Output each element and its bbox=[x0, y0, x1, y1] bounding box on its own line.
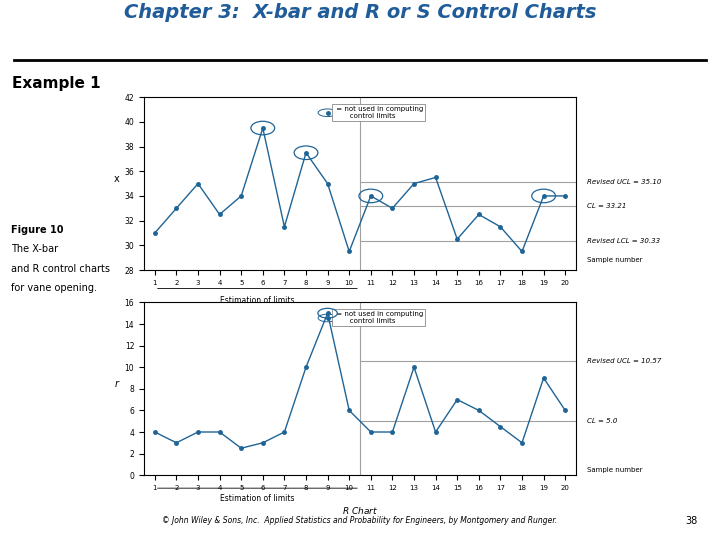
Text: Revised UCL = 35.10: Revised UCL = 35.10 bbox=[587, 179, 661, 185]
Y-axis label: x: x bbox=[113, 173, 119, 184]
Text: CL = 5.0: CL = 5.0 bbox=[587, 418, 617, 424]
Text: $R$ Chart: $R$ Chart bbox=[342, 505, 378, 516]
Y-axis label: r: r bbox=[114, 379, 118, 389]
Text: Revised UCL = 10.57: Revised UCL = 10.57 bbox=[587, 358, 661, 364]
Text: Sample number: Sample number bbox=[587, 257, 642, 263]
Text: Example 1: Example 1 bbox=[12, 76, 100, 91]
Text: Chapter 3:  X-bar and R or S Control Charts: Chapter 3: X-bar and R or S Control Char… bbox=[124, 3, 596, 23]
Text: = not used in computing
       control limits: = not used in computing control limits bbox=[334, 311, 423, 324]
Text: © John Wiley & Sons, Inc.  Applied Statistics and Probability for Engineers, by : © John Wiley & Sons, Inc. Applied Statis… bbox=[163, 516, 557, 525]
Text: Figure 10: Figure 10 bbox=[11, 225, 63, 235]
Text: 38: 38 bbox=[685, 516, 698, 525]
Text: Estimation of limits: Estimation of limits bbox=[220, 296, 294, 305]
Text: The X-bar: The X-bar bbox=[11, 244, 58, 254]
Text: for vane opening.: for vane opening. bbox=[11, 283, 97, 293]
Text: Revised LCL = 30.33: Revised LCL = 30.33 bbox=[587, 238, 660, 244]
Text: $\bar{x}$ Chart: $\bar{x}$ Chart bbox=[342, 310, 378, 322]
Text: CL = 33.21: CL = 33.21 bbox=[587, 202, 626, 208]
Text: = not used in computing
       control limits: = not used in computing control limits bbox=[334, 106, 423, 119]
Text: and R control charts: and R control charts bbox=[11, 264, 110, 274]
Text: Estimation of limits: Estimation of limits bbox=[220, 494, 294, 503]
Text: Sample number: Sample number bbox=[587, 467, 642, 473]
